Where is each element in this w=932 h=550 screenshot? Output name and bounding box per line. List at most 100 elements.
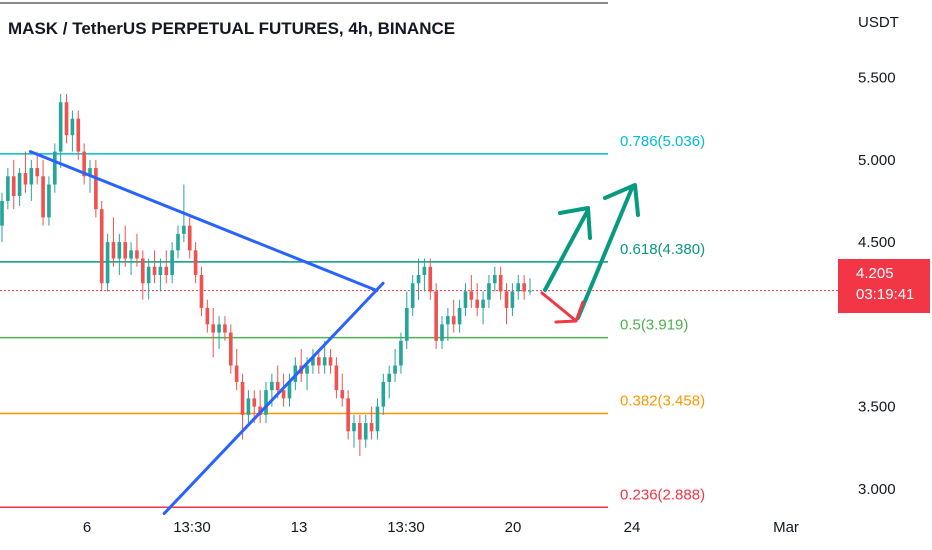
candle	[363, 423, 368, 440]
candle	[311, 357, 315, 366]
candle	[516, 283, 521, 292]
candle	[6, 176, 10, 201]
candle	[352, 423, 356, 432]
candle	[287, 381, 292, 399]
candle	[399, 340, 403, 366]
candle	[211, 324, 216, 333]
price-tick-label: 4.500	[858, 234, 896, 251]
candle	[82, 151, 86, 177]
candle	[35, 168, 40, 177]
candle	[475, 299, 480, 308]
price-axis[interactable]: USDT 5.500 5.000 4.500 3.500 3.000	[858, 14, 899, 498]
candle	[164, 266, 169, 275]
candle	[146, 266, 151, 284]
candle	[223, 324, 227, 333]
candle	[117, 242, 122, 259]
candle	[393, 365, 397, 374]
candle	[322, 357, 327, 366]
price-tick-label: 3.000	[858, 481, 896, 498]
candle	[88, 168, 92, 177]
candle	[457, 307, 462, 325]
candle	[463, 291, 468, 308]
time-tick-label: 13:30	[173, 519, 211, 536]
candle	[76, 118, 81, 152]
candle	[492, 275, 497, 284]
time-tick-label: 6	[83, 519, 91, 536]
candle	[275, 381, 280, 391]
candle	[140, 258, 145, 284]
candle	[23, 173, 28, 185]
candle	[135, 250, 139, 259]
candle	[52, 151, 57, 185]
trendlines[interactable]	[28, 150, 385, 516]
candle	[123, 242, 128, 259]
candle	[375, 406, 380, 432]
candle	[187, 225, 192, 251]
candle	[504, 291, 509, 308]
candle	[270, 381, 274, 391]
candle	[152, 266, 157, 275]
fib-label-0.786: 0.786(5.036)	[620, 133, 705, 150]
last-price-tag: 4.205 03:19:41	[838, 259, 930, 313]
candle	[422, 266, 427, 275]
candle	[316, 357, 321, 366]
arrow-down	[540, 291, 585, 324]
price-tick-label: 5.500	[858, 70, 896, 87]
candle	[205, 307, 210, 325]
candle	[446, 316, 450, 325]
last-price-value: 4.205	[856, 265, 894, 282]
candle	[410, 283, 415, 308]
candle	[41, 176, 45, 218]
candle	[70, 118, 75, 136]
candle	[281, 390, 286, 399]
time-tick-label: 13:30	[387, 519, 425, 536]
candle	[404, 307, 409, 341]
candle	[111, 242, 116, 259]
fib-label-0.5: 0.5(3.919)	[620, 317, 688, 334]
projection-arrows[interactable]	[540, 183, 640, 324]
candle	[522, 283, 526, 292]
candles	[0, 94, 532, 456]
candle	[252, 398, 257, 407]
time-tick-label: 20	[505, 519, 522, 536]
trendline-resistance	[28, 150, 379, 293]
time-tick-label: 13	[291, 519, 308, 536]
candle	[234, 365, 239, 382]
fib-label-0.236: 0.236(2.888)	[620, 486, 705, 503]
candle	[487, 283, 491, 300]
price-tick-label: 5.000	[858, 152, 896, 169]
candle	[0, 200, 4, 226]
candle	[17, 173, 22, 197]
trendline-support	[162, 281, 385, 516]
candle	[481, 299, 485, 308]
time-tick-label: Mar	[773, 519, 799, 536]
candle	[64, 102, 69, 136]
candle	[246, 398, 251, 415]
candle	[510, 291, 515, 308]
fib-label-0.382: 0.382(3.458)	[620, 393, 705, 410]
candle	[240, 381, 245, 415]
candle	[416, 275, 421, 284]
candle	[58, 102, 63, 152]
candle	[105, 242, 110, 284]
candle	[469, 291, 474, 300]
candle	[340, 390, 345, 399]
candle	[528, 290, 532, 292]
candle	[29, 168, 34, 185]
time-tick-label: 24	[624, 519, 641, 536]
candle-countdown: 03:19:41	[856, 286, 915, 303]
candle	[451, 316, 456, 325]
candle	[217, 324, 221, 333]
candle	[346, 398, 350, 432]
time-axis[interactable]: 6 13:30 13 13:30 20 24 Mar	[83, 519, 799, 536]
candle	[170, 250, 174, 275]
candle	[334, 365, 339, 391]
candle	[328, 357, 333, 366]
candle	[94, 168, 98, 210]
price-tick-label: 3.500	[858, 399, 896, 416]
candle	[129, 250, 133, 259]
candle	[264, 390, 268, 415]
axis-unit-label: USDT	[858, 14, 899, 31]
candle	[498, 275, 503, 292]
